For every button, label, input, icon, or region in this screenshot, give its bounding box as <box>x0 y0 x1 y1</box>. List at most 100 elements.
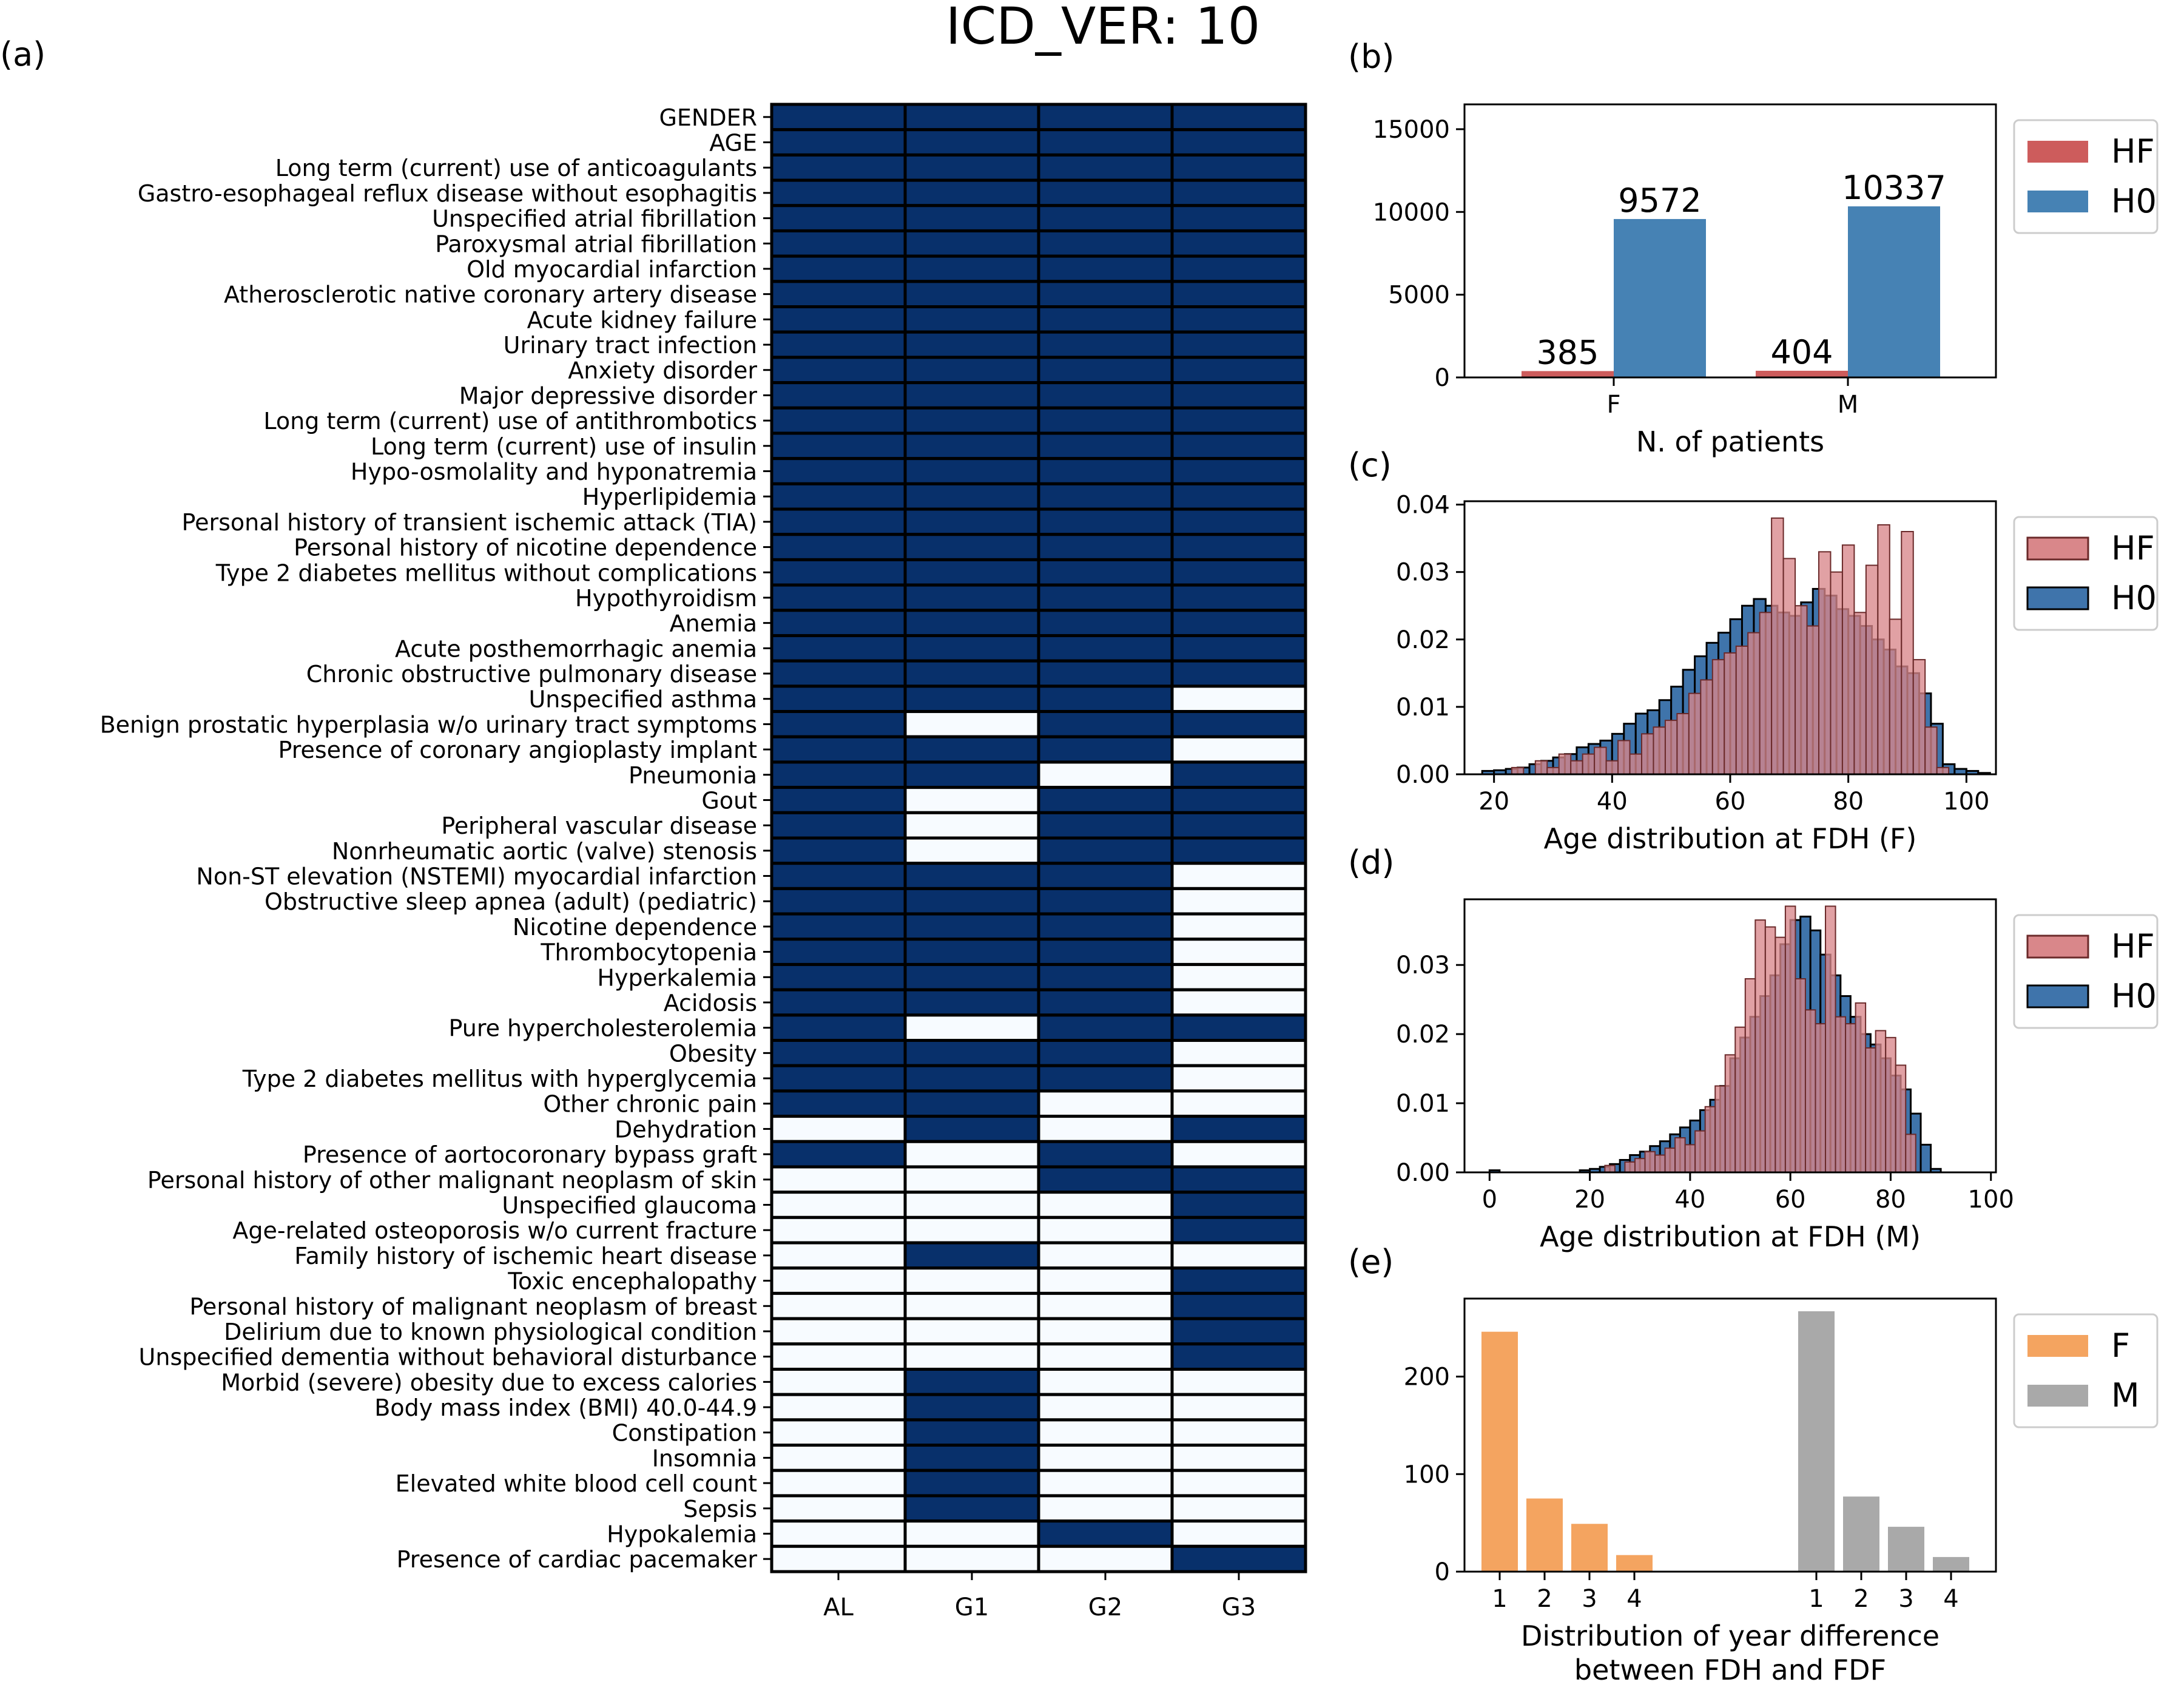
panel-c-ytick-label: 0.02 <box>1396 626 1450 654</box>
heatmap-cell <box>1170 178 1307 208</box>
heatmap-cell <box>1037 1013 1174 1042</box>
heatmap-cell <box>903 330 1040 359</box>
heatmap-row-label: Hyperkalemia <box>597 964 757 991</box>
heatmap-cell <box>770 760 907 789</box>
panel-e-legend-swatch <box>2027 1385 2088 1407</box>
panel-e-xtick-label: 1 <box>1492 1585 1507 1613</box>
heatmap-cell <box>1170 912 1307 941</box>
hist-bar-hf <box>1674 1137 1686 1173</box>
heatmap-cell <box>1170 887 1307 916</box>
bar-f-year-1 <box>1481 1331 1518 1572</box>
heatmap-cell <box>903 406 1040 435</box>
bar-m-year-2 <box>1843 1496 1879 1572</box>
hist-bar-hf <box>1771 517 1784 775</box>
heatmap-cell <box>903 178 1040 208</box>
heatmap-cell <box>903 659 1040 688</box>
heatmap-cell <box>1170 938 1307 966</box>
hist-bar-hf <box>1759 612 1773 775</box>
heatmap-row-label: Presence of cardiac pacemaker <box>397 1546 758 1573</box>
heatmap-cell <box>1170 735 1307 764</box>
heatmap-cell <box>1037 684 1174 714</box>
heatmap-cell <box>1170 1317 1307 1346</box>
heatmap-cell <box>1170 558 1307 587</box>
heatmap-cell <box>1170 533 1307 561</box>
panel-b-legend-label: HF <box>2111 132 2155 171</box>
panel-e-xlabel-line: Distribution of year difference <box>1521 1620 1940 1652</box>
heatmap-cell <box>903 1291 1040 1320</box>
heatmap-cell <box>1170 330 1307 359</box>
heatmap-cell <box>770 1317 907 1346</box>
heatmap-cell <box>770 1013 907 1042</box>
hist-bar-hf <box>1711 659 1725 775</box>
heatmap-row-label: Nonrheumatic aortic (valve) stenosis <box>332 838 757 865</box>
hist-bar-hf <box>1734 1026 1746 1174</box>
panel-e-xlabel-line: between FDH and FDF <box>1574 1654 1886 1686</box>
heatmap-cell <box>903 988 1040 1017</box>
heatmap-cell <box>1037 1266 1174 1295</box>
heatmap-cell <box>1170 1444 1307 1472</box>
hist-bar-hf <box>1905 1134 1916 1174</box>
heatmap-cell <box>1170 1215 1307 1245</box>
heatmap-row-label: Delirium due to known physiological cond… <box>224 1319 757 1345</box>
panel-c-xtick-label: 80 <box>1833 788 1864 816</box>
heatmap-cell <box>903 153 1040 182</box>
heatmap-cell <box>903 634 1040 663</box>
heatmap-cell <box>903 229 1040 258</box>
heatmap-cell <box>903 1367 1040 1396</box>
heatmap-cell <box>1037 482 1174 511</box>
panel-d-ytick-label: 0.01 <box>1396 1090 1450 1118</box>
heatmap-cell <box>903 1013 1040 1042</box>
heatmap-cell <box>1037 178 1174 208</box>
heatmap-row-label: Paroxysmal atrial fibrillation <box>435 231 757 257</box>
heatmap-row-label: Nicotine dependence <box>513 914 757 941</box>
heatmap-cell <box>1037 659 1174 688</box>
heatmap-cell <box>770 356 907 385</box>
panel-e-xtick-label: 4 <box>1943 1585 1958 1613</box>
heatmap-cell <box>770 533 907 561</box>
hist-bar-hf <box>1511 766 1525 776</box>
hist-bar-hf <box>1912 659 1926 775</box>
heatmap-cell <box>1037 431 1174 461</box>
hist-bar-h0 <box>1919 1143 1932 1174</box>
hist-bar-hf <box>1901 531 1914 775</box>
hist-bar-hf <box>1830 571 1843 776</box>
panel-d-xtick-label: 40 <box>1674 1186 1705 1214</box>
heatmap-row-label: Old myocardial infarction <box>467 256 757 283</box>
heatmap-cell <box>770 305 907 334</box>
heatmap-row-label: GENDER <box>659 104 757 131</box>
panel-d-legend-swatch <box>2026 934 2089 959</box>
panel-e-xtick-label: 3 <box>1582 1585 1597 1613</box>
heatmap-row-label: Benign prostatic hyperplasia w/o urinary… <box>100 711 757 738</box>
hist-bar-hf <box>1877 524 1890 776</box>
heatmap-col-label: G2 <box>1088 1593 1122 1621</box>
panel-e-frame <box>1463 1297 1997 1573</box>
heatmap-col-label: G3 <box>1222 1593 1256 1621</box>
heatmap-cell <box>770 1241 907 1270</box>
heatmap-cell <box>903 1317 1040 1346</box>
heatmap-cell <box>1170 482 1307 511</box>
heatmap-cell <box>1037 1115 1174 1143</box>
heatmap-row-label: Non-ST elevation (NSTEMI) myocardial inf… <box>196 863 757 890</box>
heatmap-cell <box>1037 609 1174 637</box>
hist-bar-hf <box>1754 919 1766 1174</box>
heatmap-cell <box>770 634 907 663</box>
heatmap-cell <box>903 609 1040 637</box>
hist-bar-hf <box>1624 1161 1636 1173</box>
panel-e-xtick-label: 2 <box>1853 1585 1869 1613</box>
heatmap-cell <box>770 1519 907 1548</box>
heatmap-cell <box>1170 305 1307 334</box>
panel-e-ytick-label: 0 <box>1435 1558 1450 1586</box>
heatmap-cell <box>903 836 1040 865</box>
heatmap-cell <box>1037 912 1174 941</box>
hist-bar-hf <box>1604 1164 1616 1173</box>
heatmap-row-label: Hypo-osmolality and hyponatremia <box>351 459 757 485</box>
panel-b-legend-swatch <box>2027 191 2088 212</box>
panel-d-xtick-label: 100 <box>1968 1186 2014 1214</box>
hist-bar-hf <box>1845 1023 1856 1173</box>
heatmap-cell <box>770 912 907 941</box>
heatmap-cell <box>903 507 1040 536</box>
heatmap-cell <box>1037 634 1174 663</box>
heatmap-cell <box>1170 1089 1307 1118</box>
heatmap-cell <box>1037 1241 1174 1270</box>
panel-e-legend-label: F <box>2111 1326 2130 1365</box>
